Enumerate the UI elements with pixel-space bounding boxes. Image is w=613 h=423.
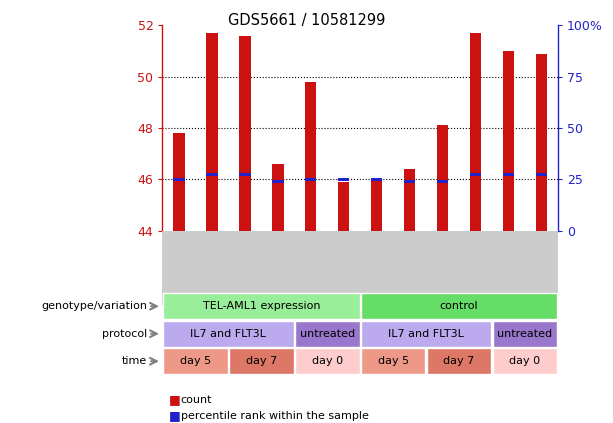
Bar [272, 180, 284, 183]
Text: genotype/variation: genotype/variation [41, 301, 147, 311]
Text: day 5: day 5 [180, 356, 211, 366]
Text: IL7 and FLT3L: IL7 and FLT3L [191, 329, 266, 339]
Bar [338, 178, 349, 181]
Text: untreated: untreated [300, 329, 355, 339]
Text: count: count [181, 395, 212, 405]
Bar [536, 173, 547, 176]
Bar [470, 33, 481, 231]
Text: control: control [440, 301, 478, 311]
Bar [536, 54, 547, 231]
Text: GDS5661 / 10581299: GDS5661 / 10581299 [228, 13, 385, 27]
Bar [173, 178, 185, 181]
Bar [371, 179, 383, 231]
Bar [206, 33, 218, 231]
Bar [173, 133, 185, 231]
Bar [206, 173, 218, 176]
Bar [272, 164, 284, 231]
Bar [239, 173, 251, 176]
Bar [338, 182, 349, 231]
Bar [470, 173, 481, 176]
Bar [371, 178, 383, 181]
Bar [503, 173, 514, 176]
Text: day 7: day 7 [443, 356, 474, 366]
Text: untreated: untreated [497, 329, 552, 339]
Bar [239, 36, 251, 231]
Text: day 0: day 0 [509, 356, 541, 366]
Text: day 0: day 0 [311, 356, 343, 366]
Bar [305, 82, 316, 231]
Bar [503, 51, 514, 231]
Text: TEL-AML1 expression: TEL-AML1 expression [202, 301, 320, 311]
Text: time: time [122, 356, 147, 366]
Bar [436, 180, 448, 183]
Text: protocol: protocol [102, 329, 147, 339]
Bar [436, 125, 448, 231]
Text: day 7: day 7 [246, 356, 277, 366]
Text: percentile rank within the sample: percentile rank within the sample [181, 411, 368, 421]
Text: IL7 and FLT3L: IL7 and FLT3L [388, 329, 464, 339]
Bar [404, 169, 416, 231]
Text: day 5: day 5 [378, 356, 409, 366]
Bar [404, 180, 416, 183]
Text: ■: ■ [169, 409, 180, 422]
Bar [305, 178, 316, 181]
Text: ■: ■ [169, 393, 180, 406]
